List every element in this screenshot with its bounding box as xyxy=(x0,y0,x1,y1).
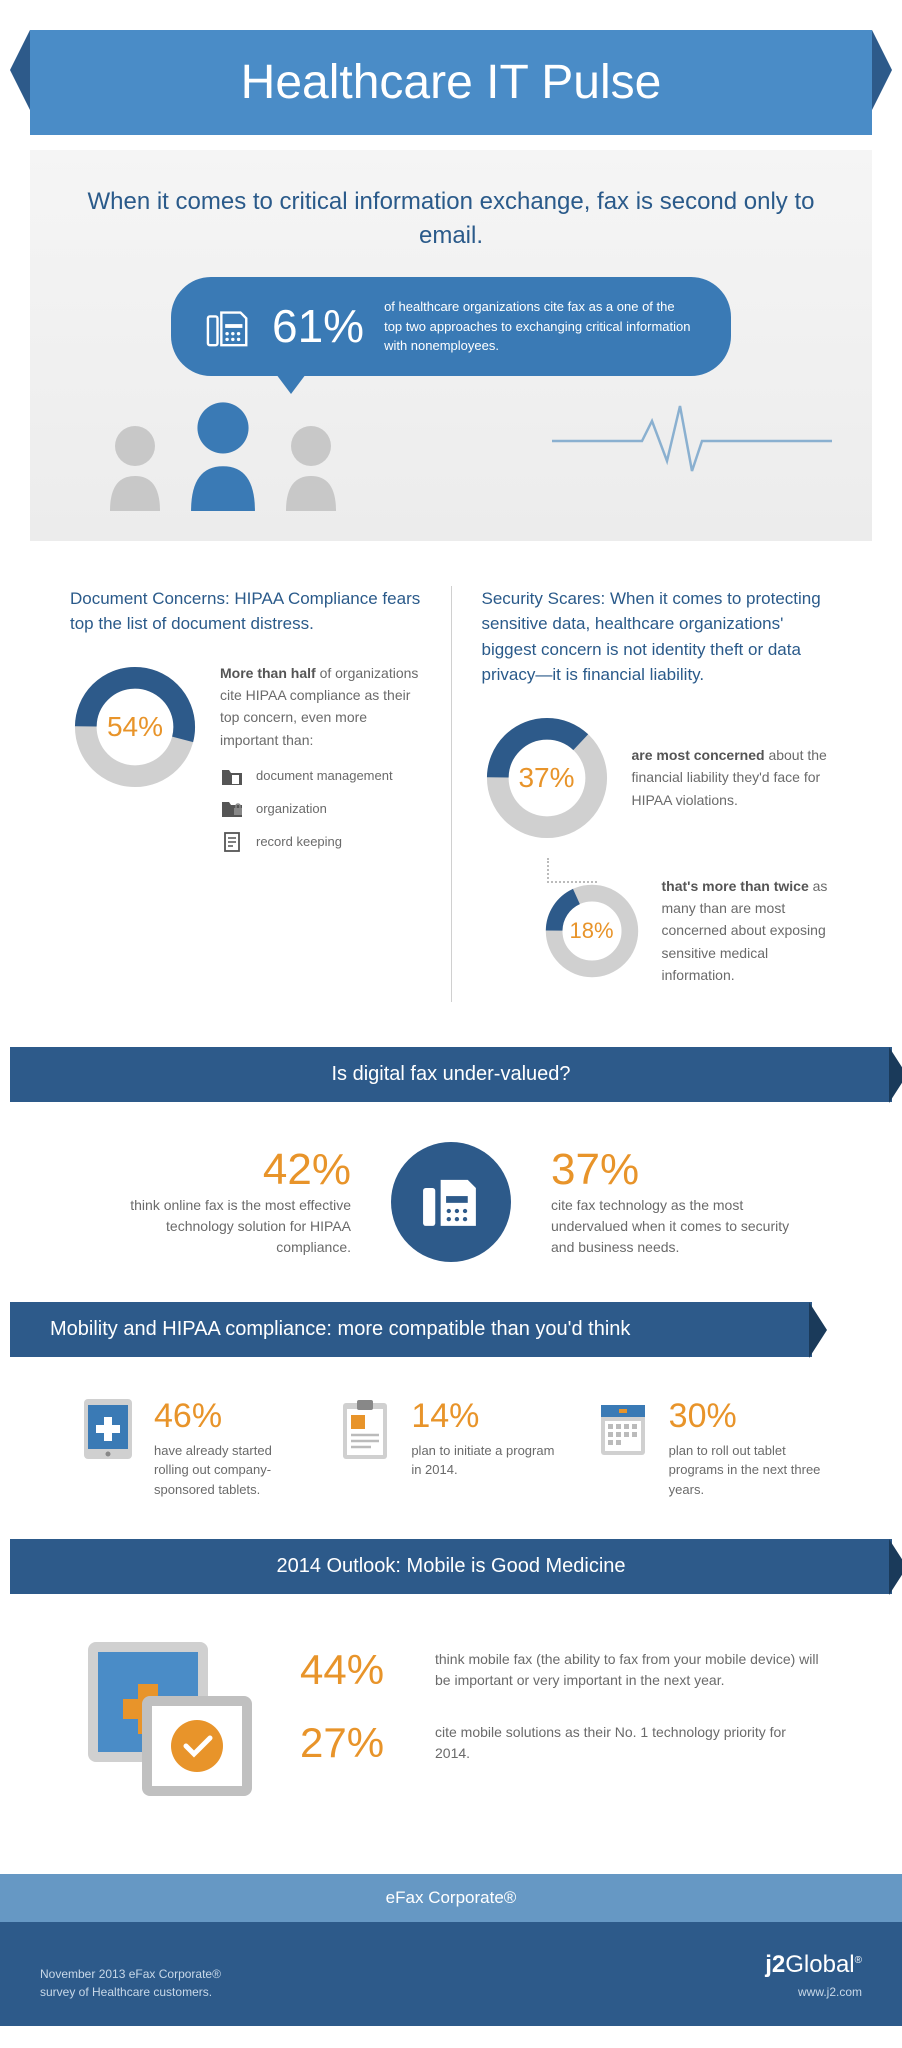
outlook-stat-2-text: cite mobile solutions as their No. 1 tec… xyxy=(435,1722,822,1764)
page-title: Healthcare IT Pulse xyxy=(30,30,872,135)
footer: November 2013 eFax Corporate® survey of … xyxy=(0,1922,902,2026)
person-icon xyxy=(276,421,346,511)
doc-col-text: More than half of organizations cite HIP… xyxy=(220,662,421,865)
dfax-right-text: cite fax technology as the most underval… xyxy=(551,1195,811,1258)
document-concerns-column: Document Concerns: HIPAA Compliance fear… xyxy=(70,586,421,1002)
mob-stat-1-text: have already started rolling out company… xyxy=(154,1441,307,1500)
sec-stat-2-text: that's more than twice as many than are … xyxy=(662,875,833,987)
footer-attribution: November 2013 eFax Corporate® survey of … xyxy=(40,1965,221,2001)
calendar-icon xyxy=(595,1397,651,1461)
person-icon-front xyxy=(178,396,268,511)
doc-concerns-list: document management organization record … xyxy=(220,766,421,852)
doc-col-title: Document Concerns: HIPAA Compliance fear… xyxy=(70,586,421,637)
digital-fax-ribbon: Is digital fax under-valued? xyxy=(10,1047,892,1102)
mob-stat-3-pct: 30% xyxy=(669,1397,822,1436)
donut-pct-label: 54% xyxy=(107,711,163,743)
footer-brand-bar: eFax Corporate® xyxy=(0,1874,902,1922)
outlook-devices-icon xyxy=(80,1634,260,1804)
outlook-stat-1-pct: 44% xyxy=(300,1646,410,1694)
donut-chart-37: 37% xyxy=(482,713,612,843)
dfax-left-pct: 42% xyxy=(91,1145,351,1195)
hero-description: of healthcare organizations cite fax as … xyxy=(384,297,696,356)
hero-headline: When it comes to critical information ex… xyxy=(70,185,832,252)
donut-chart-54: 54% xyxy=(70,662,200,792)
footer-url: www.j2.com xyxy=(765,1983,862,2001)
mob-stat-2-pct: 14% xyxy=(411,1397,564,1436)
list-item: organization xyxy=(220,799,421,820)
sec-stat-1-text: are most concerned about the financial l… xyxy=(632,744,833,811)
list-item: record keeping xyxy=(220,832,421,853)
outlook-ribbon: 2014 Outlook: Mobile is Good Medicine xyxy=(10,1539,892,1594)
mob-stat-1-pct: 46% xyxy=(154,1397,307,1436)
medical-tablet-icon xyxy=(80,1397,136,1461)
outlook-stat-2-pct: 27% xyxy=(300,1719,410,1767)
concerns-section: Document Concerns: HIPAA Compliance fear… xyxy=(30,541,872,1047)
hero-percent: 61% xyxy=(272,299,364,353)
dfax-right-pct: 37% xyxy=(551,1145,811,1195)
mobility-stat-3: 30% plan to roll out tablet programs in t… xyxy=(595,1397,822,1500)
outlook-stat-2: 27% cite mobile solutions as their No. 1… xyxy=(300,1719,822,1767)
sec-stat-2: 18% that's more than twice as many than … xyxy=(542,875,833,987)
mobility-ribbon: Mobility and HIPAA compliance: more comp… xyxy=(10,1302,812,1357)
folder-icon xyxy=(220,767,244,787)
outlook-stat-1: 44% think mobile fax (the ability to fax… xyxy=(300,1646,822,1694)
list-item: document management xyxy=(220,766,421,787)
fax-icon xyxy=(206,303,252,349)
sec-col-title: Security Scares: When it comes to protec… xyxy=(482,586,833,688)
donut-pct-label: 18% xyxy=(569,918,613,944)
donut-pct-label: 37% xyxy=(518,762,574,794)
donut-chart-18: 18% xyxy=(542,881,642,981)
hero-stat-bubble: 61% of healthcare organizations cite fax… xyxy=(171,277,731,376)
dfax-stat-right: 37% cite fax technology as the most unde… xyxy=(551,1145,811,1258)
j2-logo: j2Global® www.j2.com xyxy=(765,1947,862,2001)
digital-fax-section: 42% think online fax is the most effecti… xyxy=(30,1102,872,1302)
document-icon xyxy=(220,832,244,852)
fax-circle-icon xyxy=(391,1142,511,1262)
mobility-stat-1: 46% have already started rolling out comp… xyxy=(80,1397,307,1500)
person-icon xyxy=(100,421,170,511)
mob-stat-3-text: plan to roll out tablet programs in the … xyxy=(669,1441,822,1500)
dfax-stat-left: 42% think online fax is the most effecti… xyxy=(91,1145,351,1258)
mob-stat-2-text: plan to initiate a program in 2014. xyxy=(411,1441,564,1480)
sec-stat-1: 37% are most concerned about the financi… xyxy=(482,713,833,843)
mobility-section: 46% have already started rolling out comp… xyxy=(30,1357,872,1540)
hero-section: When it comes to critical information ex… xyxy=(30,150,872,541)
dfax-left-text: think online fax is the most effective t… xyxy=(91,1195,351,1258)
outlook-stat-1-text: think mobile fax (the ability to fax fro… xyxy=(435,1649,822,1691)
security-scares-column: Security Scares: When it comes to protec… xyxy=(482,586,833,1002)
mobility-stat-2: 14% plan to initiate a program in 2014. xyxy=(337,1397,564,1500)
lock-folder-icon xyxy=(220,799,244,819)
ekg-line-icon xyxy=(552,401,832,481)
clipboard-icon xyxy=(337,1397,393,1461)
outlook-section: 44% think mobile fax (the ability to fax… xyxy=(30,1594,872,1844)
